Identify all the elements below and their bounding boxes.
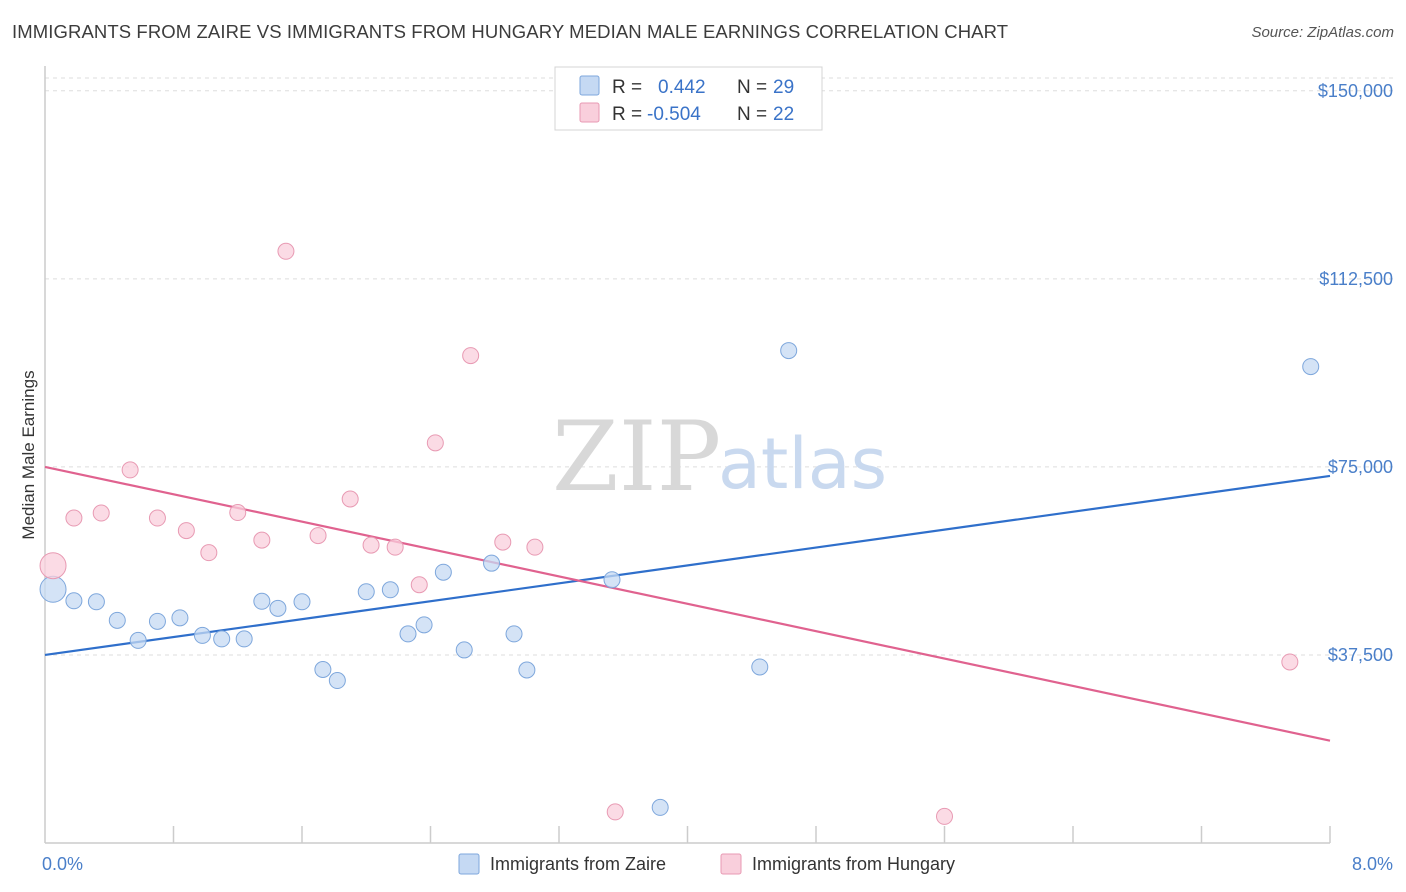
- y-tick-label: $75,000: [1328, 457, 1393, 477]
- data-point-zaire: [483, 554, 501, 572]
- data-point-zaire: [603, 571, 621, 589]
- axes: [44, 66, 1331, 844]
- data-point-zaire: [87, 593, 105, 611]
- data-point-hungary: [177, 522, 195, 540]
- stats-legend: R = 0.442 N = 29 R = -0.504 N = 22: [554, 66, 823, 131]
- data-points: [39, 242, 1320, 825]
- data-point-hungary: [362, 536, 380, 554]
- series-zaire: [39, 342, 1320, 816]
- data-point-zaire: [39, 575, 67, 603]
- data-point-zaire: [148, 612, 166, 630]
- data-point-hungary: [341, 490, 359, 508]
- legend-n-value: 22: [773, 104, 794, 125]
- data-point-hungary: [386, 538, 404, 556]
- data-point-zaire: [171, 609, 189, 627]
- legend-swatch-hungary: [579, 102, 600, 123]
- data-point-hungary: [65, 509, 83, 527]
- data-point-hungary: [1281, 653, 1299, 671]
- trend-line-zaire: [44, 474, 1331, 657]
- data-point-hungary: [410, 576, 428, 594]
- chart-title: IMMIGRANTS FROM ZAIRE VS IMMIGRANTS FROM…: [12, 21, 1009, 42]
- data-point-zaire: [399, 625, 417, 643]
- data-point-zaire: [129, 631, 147, 649]
- data-point-zaire: [293, 593, 311, 611]
- y-tick-label: $37,500: [1328, 645, 1393, 665]
- data-point-hungary: [494, 533, 512, 551]
- data-point-hungary: [309, 527, 327, 545]
- legend-swatch-zaire: [579, 75, 600, 96]
- data-point-zaire: [269, 599, 287, 617]
- data-point-zaire: [253, 592, 271, 610]
- legend-r-value: -0.504: [647, 104, 701, 125]
- data-point-hungary: [606, 803, 624, 821]
- data-point-zaire: [328, 672, 346, 690]
- data-point-zaire: [434, 563, 452, 581]
- series-legend-swatch-hungary: [720, 853, 742, 875]
- data-point-zaire: [108, 611, 126, 629]
- legend-n-label: N =: [737, 104, 767, 125]
- x-tick-label-end: 8.0%: [1352, 854, 1393, 874]
- x-tick-label-start: 0.0%: [42, 854, 83, 874]
- data-point-hungary: [121, 461, 139, 479]
- data-point-zaire: [213, 630, 231, 648]
- watermark-zip: ZIP: [552, 401, 721, 513]
- source-label: Source: ZipAtlas.com: [1251, 24, 1394, 41]
- series-hungary: [39, 242, 1299, 825]
- data-point-zaire: [751, 658, 769, 676]
- legend-r-label: R =: [612, 104, 642, 125]
- data-point-zaire: [518, 661, 536, 679]
- data-point-zaire: [455, 641, 473, 659]
- data-point-hungary: [92, 504, 110, 522]
- data-point-zaire: [381, 581, 399, 599]
- legend-r-value: 0.442: [658, 77, 706, 98]
- y-tick-label: $112,500: [1319, 269, 1393, 289]
- data-point-hungary: [426, 434, 444, 452]
- data-point-hungary: [462, 347, 480, 365]
- data-point-zaire: [193, 626, 211, 644]
- legend-r-label: R =: [612, 77, 642, 98]
- data-point-zaire: [235, 630, 253, 648]
- watermark: ZIP atlas: [552, 401, 887, 513]
- data-point-hungary: [936, 807, 953, 825]
- trend-lines: [44, 465, 1331, 742]
- series-legend-label-zaire: Immigrants from Zaire: [490, 854, 666, 874]
- data-point-hungary: [148, 509, 166, 527]
- series-legend-label-hungary: Immigrants from Hungary: [752, 854, 955, 874]
- data-point-hungary: [526, 538, 544, 556]
- data-point-zaire: [314, 660, 332, 678]
- x-tick-labels: 0.0% 8.0%: [42, 854, 1393, 874]
- grid-lines: [45, 77, 1395, 656]
- data-point-hungary: [229, 504, 247, 522]
- series-legend: Immigrants from Zaire Immigrants from Hu…: [458, 853, 955, 875]
- legend-n-label: N =: [737, 77, 767, 98]
- data-point-zaire: [505, 625, 523, 643]
- data-point-zaire: [651, 798, 669, 816]
- y-tick-labels: $37,500 $75,000 $112,500 $150,000: [1318, 81, 1393, 665]
- y-tick-label: $150,000: [1318, 81, 1393, 101]
- data-point-zaire: [780, 342, 798, 360]
- data-point-zaire: [1302, 358, 1320, 376]
- series-legend-swatch-zaire: [458, 853, 480, 875]
- y-axis-label: Median Male Earnings: [19, 370, 38, 539]
- data-point-zaire: [65, 592, 83, 610]
- legend-n-value: 29: [773, 77, 794, 98]
- trend-line-hungary: [44, 465, 1331, 742]
- data-point-hungary: [253, 531, 271, 549]
- data-point-hungary: [200, 544, 218, 562]
- data-point-hungary: [39, 552, 67, 580]
- watermark-atlas: atlas: [718, 423, 887, 505]
- data-point-zaire: [415, 616, 433, 634]
- data-point-zaire: [357, 583, 375, 601]
- data-point-hungary: [277, 242, 295, 260]
